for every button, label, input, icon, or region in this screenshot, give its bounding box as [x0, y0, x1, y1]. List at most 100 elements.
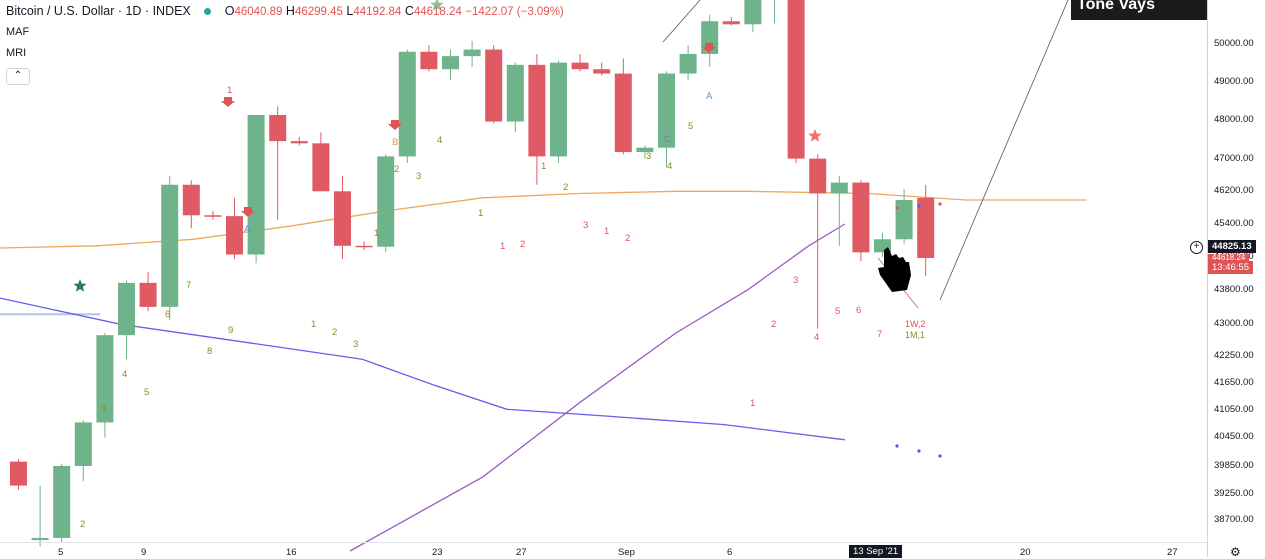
candle-body — [118, 282, 135, 336]
td-count-green: 3 — [646, 151, 651, 162]
price-tick-label: 50000.00 — [1214, 38, 1254, 49]
indicator-mri[interactable]: MRI — [6, 47, 27, 59]
candle-body — [485, 49, 503, 122]
candle-body — [290, 141, 308, 144]
td-count-red: 4 — [814, 332, 819, 343]
high-label: H — [285, 4, 295, 18]
close-price-badge: 44618.24 — [1208, 254, 1250, 264]
candle-body — [550, 62, 567, 157]
candle-body — [744, 0, 762, 25]
projection-dot — [917, 204, 921, 208]
td-marker: B — [392, 137, 398, 148]
td-count-green: 2 — [80, 519, 85, 530]
time-tick-label: 5 — [58, 547, 64, 558]
td-count-green: 4 — [122, 369, 127, 380]
time-highlight-badge: 13 Sep '21 — [849, 545, 903, 558]
time-tick-label: 16 — [286, 547, 297, 558]
candle-body — [204, 215, 222, 217]
td-count-green: 1 — [478, 208, 483, 219]
close-value: 44618.24 — [413, 6, 462, 18]
time-tick-label: 27 — [516, 547, 527, 558]
td-count-green: 2 — [563, 182, 568, 193]
candle-body — [809, 158, 827, 194]
price-tick-label: 45400.00 — [1214, 218, 1254, 229]
projection-dot — [917, 449, 921, 453]
ma-purple-line — [349, 223, 846, 552]
red-star-icon — [808, 129, 822, 142]
td-count-red: 7 — [877, 329, 882, 340]
trend-line — [939, 0, 1069, 301]
td-count-green: 2 — [332, 327, 337, 338]
open-value: 46040.89 — [234, 6, 283, 18]
td-count-green: 4 — [667, 161, 672, 172]
candle-body — [10, 461, 27, 486]
candle-body — [830, 182, 848, 194]
candle-body — [506, 64, 524, 122]
td-count-green: 3 — [416, 171, 421, 182]
green-star-icon — [430, 0, 444, 11]
chevron-up-icon[interactable]: ⌃ — [6, 68, 30, 85]
candle-body — [74, 422, 92, 466]
td-count-red: 3 — [583, 220, 588, 231]
hand-cursor-icon — [878, 247, 911, 292]
indicator-maf[interactable]: MAF — [6, 26, 30, 38]
td-count-red: 1 — [500, 241, 505, 252]
candle-body — [312, 143, 330, 192]
candle-body — [658, 73, 675, 148]
td-count-green: 5 — [688, 121, 693, 132]
gear-icon[interactable]: ⚙ — [1230, 545, 1241, 559]
candle-body — [269, 114, 287, 142]
candle-body — [722, 21, 740, 25]
candle-body — [917, 197, 935, 259]
price-tick-label: 43800.00 — [1214, 284, 1254, 295]
high-value: 46299.45 — [294, 6, 343, 18]
td-count-green: 8 — [207, 346, 212, 357]
time-tick-label: 23 — [432, 547, 443, 558]
candle-body — [571, 62, 589, 70]
change-value: −1422.07 (−3.09%) — [465, 6, 564, 18]
td-count-green: 6 — [165, 309, 170, 320]
price-tick-label: 41050.00 — [1214, 404, 1254, 415]
td-marker: A — [244, 224, 251, 235]
price-tick-label: 48000.00 — [1214, 114, 1254, 125]
plus-circle-icon[interactable]: + — [1190, 241, 1203, 254]
candle-body — [420, 51, 438, 70]
open-label: O — [224, 4, 235, 18]
down-arrow-icon — [221, 97, 235, 107]
td-marker: A — [706, 91, 713, 102]
symbol-title[interactable]: Bitcoin / U.S. Dollar · 1D · INDEX — [6, 4, 191, 18]
price-tick-label: 42250.00 — [1214, 350, 1254, 361]
candle-body — [398, 51, 416, 157]
price-tick-label: 39850.00 — [1214, 460, 1254, 471]
candle-body — [377, 156, 395, 247]
price-tick-label: 49000.00 — [1214, 76, 1254, 87]
price-tick-label: 47000.00 — [1214, 153, 1254, 164]
chart-header: Bitcoin / U.S. Dollar · 1D · INDEX O4604… — [6, 4, 564, 18]
td-count-green: 9 — [228, 325, 233, 336]
candle-body — [614, 73, 632, 153]
price-axis[interactable] — [1207, 0, 1265, 557]
price-tick-label: 43000.00 — [1214, 318, 1254, 329]
candle-body — [852, 182, 870, 253]
low-label: L — [346, 4, 354, 18]
td-count-green: 4 — [437, 135, 442, 146]
td-count-green: 1 — [541, 161, 546, 172]
td-count-red: 2 — [520, 239, 525, 250]
candle-body — [226, 216, 243, 255]
candle-body — [182, 184, 200, 216]
td-count-green: 1 — [311, 319, 316, 330]
td-count-green: 3 — [353, 339, 358, 350]
candle-body — [679, 53, 697, 74]
close-label: C — [404, 4, 414, 18]
candle-body — [636, 147, 654, 153]
projection-dot — [938, 454, 942, 458]
green-star-icon — [73, 279, 87, 292]
price-tick-label: 39250.00 — [1214, 488, 1254, 499]
current-price-badge: 44825.13 — [1208, 240, 1256, 253]
time-axis-divider — [0, 542, 1207, 543]
td-count-red: 6 — [856, 305, 861, 316]
ma-blue-line — [0, 297, 845, 441]
td-marker: C — [664, 134, 671, 145]
td-count-red: 5 — [835, 306, 840, 317]
